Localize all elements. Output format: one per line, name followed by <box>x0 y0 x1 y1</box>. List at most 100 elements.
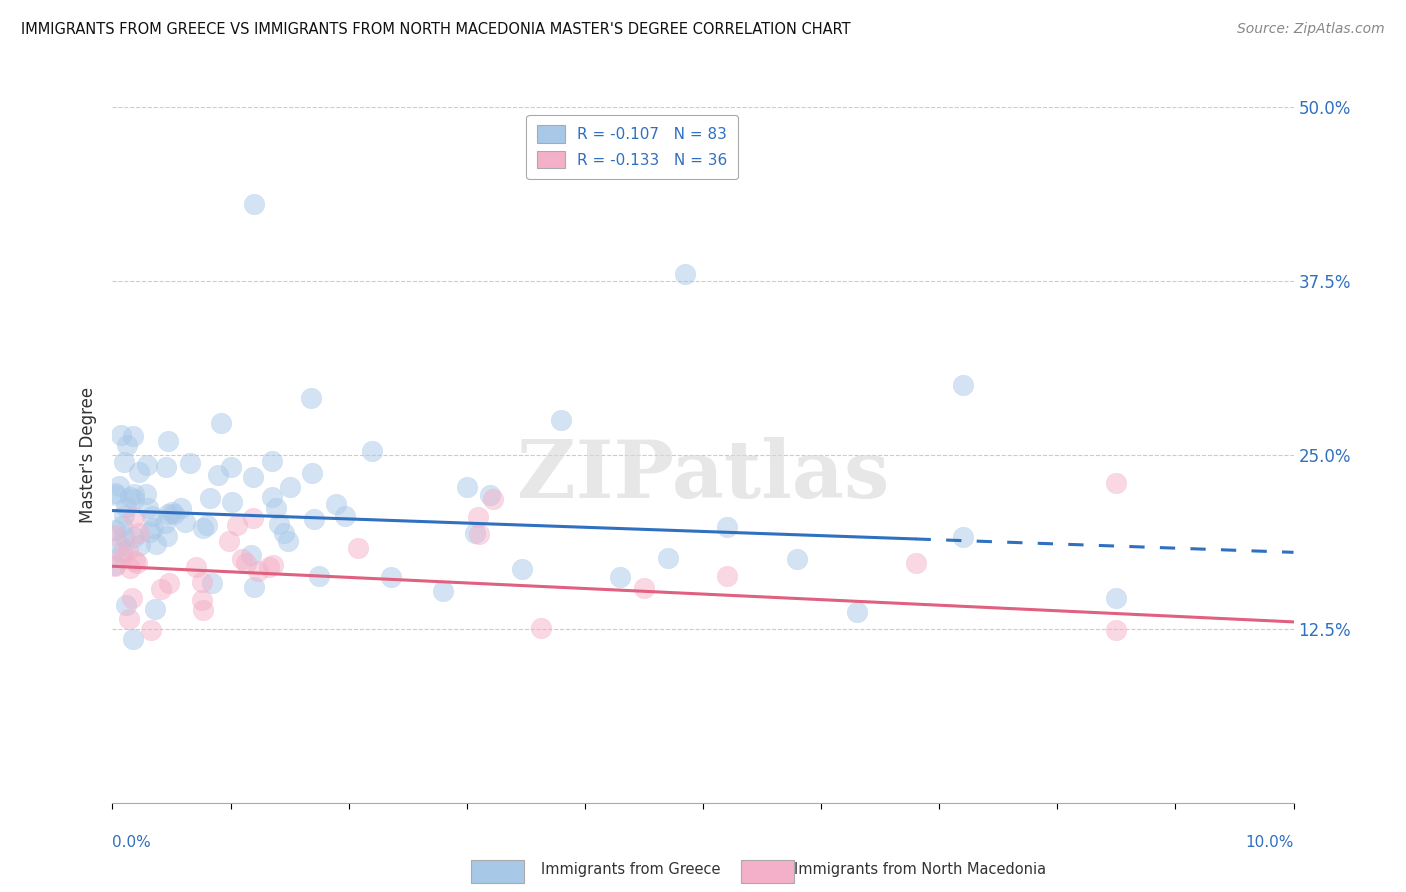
Point <box>716 520 738 534</box>
Point <box>1105 591 1128 605</box>
Point <box>135 458 157 472</box>
Point <box>163 507 186 521</box>
Point <box>179 456 201 470</box>
Point <box>361 444 384 458</box>
Point <box>273 526 295 541</box>
Point <box>121 429 143 443</box>
Point <box>479 488 502 502</box>
Point <box>120 561 142 575</box>
Point <box>111 545 134 559</box>
Point <box>184 560 207 574</box>
Point <box>122 632 145 646</box>
Text: Immigrants from North Macedonia: Immigrants from North Macedonia <box>794 863 1046 877</box>
Point <box>145 536 167 550</box>
Point <box>141 508 163 523</box>
Point <box>139 623 162 637</box>
Point <box>127 556 149 570</box>
Point <box>110 427 132 442</box>
Point <box>108 538 131 552</box>
Point <box>142 521 165 535</box>
Point <box>209 416 232 430</box>
Point <box>226 518 249 533</box>
Point <box>301 466 323 480</box>
Point <box>530 621 553 635</box>
Point <box>111 519 134 533</box>
Point <box>240 548 263 562</box>
Point <box>468 527 491 541</box>
Point <box>609 570 631 584</box>
Point <box>117 543 139 558</box>
Point <box>150 582 173 597</box>
Point <box>464 525 486 540</box>
Point <box>221 495 243 509</box>
Point <box>197 518 219 533</box>
Point <box>122 530 145 544</box>
Point <box>128 525 150 540</box>
Text: Immigrants from Greece: Immigrants from Greece <box>541 863 721 877</box>
Point <box>242 470 264 484</box>
Legend: R = -0.107   N = 83, R = -0.133   N = 36: R = -0.107 N = 83, R = -0.133 N = 36 <box>526 115 738 179</box>
Point <box>235 556 257 570</box>
Point <box>112 508 135 522</box>
Text: 10.0%: 10.0% <box>1246 836 1294 850</box>
Point <box>124 510 146 524</box>
Text: 0.0%: 0.0% <box>112 836 152 850</box>
Point <box>467 510 489 524</box>
Point <box>633 581 655 595</box>
Point <box>1105 623 1128 637</box>
Point <box>262 453 284 467</box>
Point <box>104 558 127 572</box>
Point <box>380 570 402 584</box>
Point <box>262 558 284 572</box>
Point <box>952 530 974 544</box>
Point <box>845 606 868 620</box>
Point <box>264 500 287 515</box>
Point <box>124 554 146 568</box>
Point <box>104 486 127 500</box>
Point <box>198 491 221 505</box>
Point <box>112 529 135 543</box>
Point <box>325 497 347 511</box>
Point <box>157 508 180 522</box>
Point <box>121 591 143 606</box>
Point <box>278 480 301 494</box>
Point <box>277 534 299 549</box>
Point <box>952 378 974 392</box>
Point <box>191 574 214 589</box>
Text: ZIPatlas: ZIPatlas <box>517 437 889 515</box>
Point <box>105 487 128 501</box>
Point <box>129 537 152 551</box>
Point <box>104 559 127 574</box>
Point <box>246 565 269 579</box>
Point <box>257 559 280 574</box>
Point <box>482 491 505 506</box>
Point <box>157 576 180 591</box>
Point <box>104 528 127 542</box>
Point <box>169 501 191 516</box>
Point <box>156 529 179 543</box>
Point <box>122 491 145 506</box>
Point <box>657 550 679 565</box>
Point <box>243 197 266 211</box>
Point <box>139 525 162 540</box>
Point <box>260 490 283 504</box>
Point <box>135 487 157 501</box>
Point <box>242 510 264 524</box>
Point <box>243 580 266 594</box>
Text: IMMIGRANTS FROM GREECE VS IMMIGRANTS FROM NORTH MACEDONIA MASTER'S DEGREE CORREL: IMMIGRANTS FROM GREECE VS IMMIGRANTS FRO… <box>21 22 851 37</box>
Point <box>904 556 927 570</box>
Point <box>114 455 136 469</box>
Point <box>1105 475 1128 490</box>
Point <box>550 413 572 427</box>
Point <box>111 549 134 563</box>
Point <box>155 516 177 530</box>
Point <box>335 508 357 523</box>
Point <box>207 467 229 482</box>
Point <box>118 612 141 626</box>
Point <box>716 569 738 583</box>
Point <box>299 391 322 405</box>
Point <box>191 592 214 607</box>
Point <box>302 512 325 526</box>
Point <box>107 479 129 493</box>
Point <box>156 434 179 448</box>
